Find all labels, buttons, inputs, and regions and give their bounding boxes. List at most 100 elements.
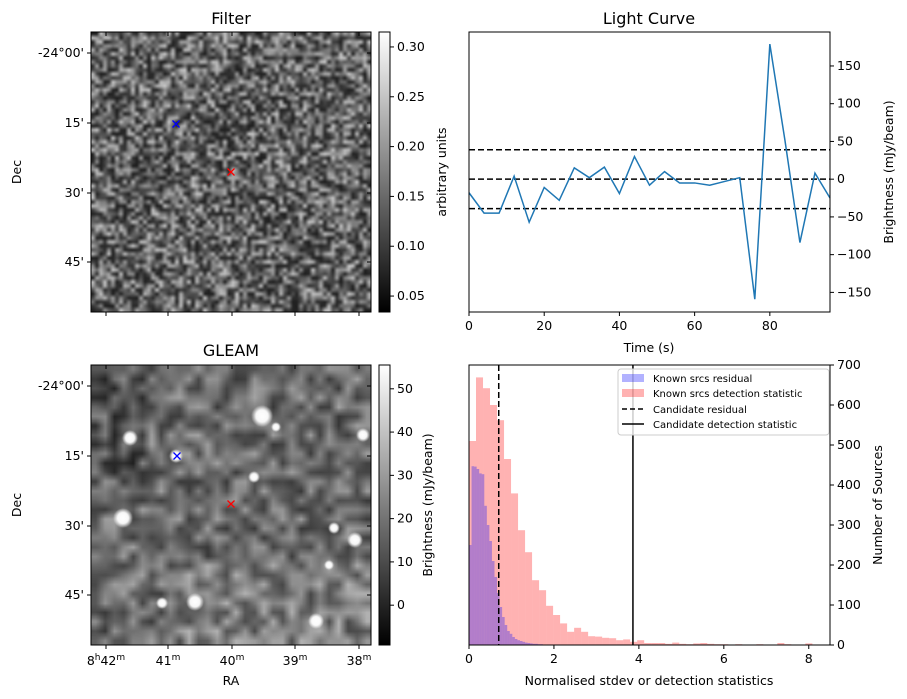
gleam-xtick-label: 8h42m xyxy=(87,653,125,668)
lightcurve-ylabel: Brightness (mJy/beam) xyxy=(881,100,896,243)
histogram-ytick-label: 500 xyxy=(837,437,861,452)
lightcurve-xtick-label: 60 xyxy=(687,318,703,333)
detection-histogram-bar xyxy=(658,643,666,645)
legend-swatch-residual xyxy=(622,374,644,382)
gleam-ylabel: Dec xyxy=(9,493,24,517)
histogram-ytick-label: 200 xyxy=(837,557,861,572)
detection-histogram-bar xyxy=(700,643,708,645)
filter-ytick-label: -24°00' xyxy=(38,45,84,60)
lightcurve-ytick-label: −150 xyxy=(837,284,871,299)
histogram-legend: Known srcs residual Known srcs detection… xyxy=(617,368,830,436)
detection-histogram-bar xyxy=(707,643,715,645)
histogram-ytick-label: 300 xyxy=(837,517,861,532)
histogram-xtick-label: 0 xyxy=(465,651,473,666)
histogram-ytick-label: 400 xyxy=(837,477,861,492)
detection-histogram-bar xyxy=(679,643,687,645)
legend-label-detection: Known srcs detection statistic xyxy=(653,389,802,400)
residual-histogram-bar xyxy=(486,525,490,645)
filter-colorbar-tick-label: 0.10 xyxy=(397,238,425,253)
detection-histogram-bar xyxy=(595,636,603,645)
detection-histogram-bar xyxy=(651,643,659,645)
filter-ytick-label: 15' xyxy=(65,115,84,130)
lightcurve-ytick-label: −50 xyxy=(837,209,863,224)
gleam-colorbar xyxy=(378,364,391,646)
filter-colorbar-label: arbitrary units xyxy=(434,127,449,216)
filter-colorbar-tick-label: 0.30 xyxy=(397,39,425,54)
gleam-xtick-label: 40m xyxy=(220,653,245,668)
filter-colorbar xyxy=(378,31,391,313)
detection-histogram-bar xyxy=(539,590,547,645)
filter-colorbar-tick-label: 0.05 xyxy=(397,288,425,303)
residual-histogram-bar xyxy=(527,643,531,645)
filter-blue-x-marker xyxy=(172,120,180,128)
residual-histogram-bar xyxy=(481,474,485,645)
filter-ytick-label: 30' xyxy=(65,185,84,200)
residual-histogram-bar xyxy=(504,625,508,645)
residual-histogram-bar xyxy=(489,541,492,645)
lightcurve-ytick-label: 150 xyxy=(837,58,861,73)
detection-histogram-bar xyxy=(609,638,617,645)
filter-frame xyxy=(90,31,372,313)
filter-red-x-marker xyxy=(227,168,235,176)
gleam-ytick-label: 15' xyxy=(65,448,84,463)
detection-histogram-bar xyxy=(567,631,575,645)
gleam-ytick-label: -24°00' xyxy=(38,378,84,393)
detection-histogram-bar xyxy=(581,631,589,645)
residual-histogram-bar xyxy=(532,643,536,645)
detection-histogram-bar xyxy=(588,636,596,645)
histogram-frame xyxy=(468,364,831,646)
lightcurve-title: Light Curve xyxy=(603,9,695,28)
lightcurve-ytick-label: −100 xyxy=(837,247,871,262)
residual-histogram-bar xyxy=(494,577,498,645)
filter-colorbar-tick-label: 0.20 xyxy=(397,139,425,154)
gleam-xtick-label: 41m xyxy=(156,653,181,668)
histogram-ytick-label: 700 xyxy=(837,357,861,372)
gleam-colorbar-tick-label: 10 xyxy=(397,554,413,569)
gleam-ytick-label: 45' xyxy=(65,587,84,602)
histogram-ytick-label: 0 xyxy=(837,637,845,652)
detection-histogram-bar xyxy=(518,530,526,645)
histogram-xtick-label: 4 xyxy=(635,651,643,666)
detection-histogram-bar xyxy=(665,643,673,645)
residual-histogram-bar xyxy=(491,561,495,645)
gleam-frame xyxy=(90,364,372,646)
lightcurve-series xyxy=(468,43,831,300)
residual-histogram-bar xyxy=(522,641,526,645)
lightcurve-ytick-label: 0 xyxy=(837,171,845,186)
residual-histogram-bar xyxy=(509,633,513,645)
lightcurve-xlabel: Time (s) xyxy=(623,340,675,355)
histogram-xtick-label: 2 xyxy=(550,651,558,666)
residual-histogram-bar xyxy=(479,473,482,645)
gleam-colorbar-tick-label: 50 xyxy=(397,381,413,396)
gleam-colorbar-tick-label: 30 xyxy=(397,467,413,482)
legend-swatch-detection xyxy=(622,389,644,397)
gleam-xtick-label: 39m xyxy=(283,653,308,668)
filter-ytick-label: 45' xyxy=(65,254,84,269)
detection-histogram-bar xyxy=(476,377,484,645)
detection-histogram-bar xyxy=(602,637,610,645)
residual-histogram-bar xyxy=(535,643,538,645)
detection-histogram-bar xyxy=(805,643,813,645)
detection-histogram-bar xyxy=(672,642,680,645)
lightcurve-xtick-label: 80 xyxy=(762,318,778,333)
residual-histogram-bar xyxy=(474,466,477,645)
histogram-xtick-label: 6 xyxy=(720,651,728,666)
gleam-red-x-marker xyxy=(227,500,235,508)
legend-label-residual: Known srcs residual xyxy=(653,374,752,385)
detection-histogram-bar xyxy=(574,627,582,645)
detection-histogram-bar xyxy=(483,388,491,645)
detection-histogram-bar xyxy=(490,405,498,645)
residual-histogram-bar xyxy=(502,617,505,645)
residual-histogram-bar xyxy=(484,505,487,645)
gleam-ytick-label: 30' xyxy=(65,518,84,533)
detection-histogram-bar xyxy=(497,420,505,645)
detection-histogram-bar xyxy=(553,615,561,645)
filter-colorbar-tick-label: 0.25 xyxy=(397,89,425,104)
filter-colorbar-tick-label: 0.15 xyxy=(397,188,425,203)
residual-histogram-bar xyxy=(471,466,475,645)
histogram-ylabel: Number of Sources xyxy=(870,445,885,565)
lightcurve-xtick-label: 20 xyxy=(536,318,552,333)
filter-title: Filter xyxy=(211,9,251,28)
residual-histogram-bar xyxy=(507,631,510,645)
